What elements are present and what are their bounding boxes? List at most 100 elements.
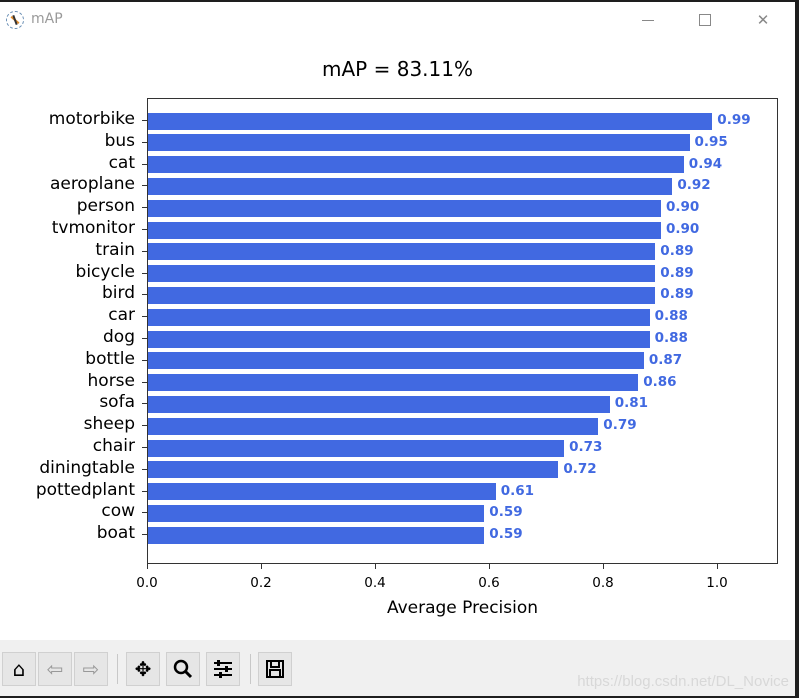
x-tick [147, 564, 148, 569]
bar [148, 243, 656, 261]
window-title: mAP [31, 11, 63, 27]
y-tick [142, 229, 147, 230]
x-tick-label: 1.0 [706, 575, 728, 591]
home-icon: ⌂ [12, 657, 26, 681]
toolbar-separator [117, 654, 118, 684]
bar-value-label: 0.90 [666, 199, 700, 216]
bar [148, 374, 639, 392]
watermark-text: https://blog.csdn.net/DL_Novice [577, 673, 789, 690]
bar-value-label: 0.59 [489, 504, 523, 521]
bar-value-label: 0.59 [489, 526, 523, 543]
sliders-icon [214, 660, 232, 678]
y-tick [142, 468, 147, 470]
x-axis-label: Average Precision [386, 598, 539, 618]
bar [148, 439, 565, 457]
bar [148, 395, 610, 413]
configure-subplots-button[interactable] [206, 652, 240, 686]
x-tick-label: 0.6 [478, 575, 500, 591]
y-tick-label: cat [108, 152, 135, 173]
bar-value-label: 0.99 [717, 112, 751, 128]
save-button[interactable] [258, 652, 292, 686]
bar [148, 134, 690, 152]
y-tick-label: pottedplant [35, 479, 135, 500]
bar [148, 526, 485, 544]
y-tick-label: dog [103, 327, 135, 347]
y-tick [142, 207, 147, 209]
maximize-button[interactable] [682, 6, 728, 34]
y-tick [142, 425, 147, 427]
bar [148, 112, 713, 130]
bar-value-label: 0.72 [563, 460, 597, 477]
bar [148, 265, 656, 283]
bar-value-label: 0.73 [569, 439, 603, 455]
y-tick-label: train [95, 239, 135, 260]
y-tick-label: chair [92, 436, 135, 456]
bar [148, 504, 485, 522]
bar [148, 483, 496, 501]
move-arrows-icon: ✥ [134, 657, 152, 681]
bar-value-label: 0.94 [688, 155, 723, 172]
y-tick-label: boat [96, 523, 135, 544]
y-tick-label: diningtable [39, 457, 135, 478]
bar-value-label: 0.86 [643, 373, 677, 390]
y-tick [142, 250, 147, 252]
minimize-button[interactable] [625, 6, 671, 34]
forward-button[interactable]: ⇨ [74, 652, 108, 686]
zoom-button[interactable] [166, 652, 200, 686]
home-button[interactable]: ⌂ [2, 652, 36, 686]
y-tick [142, 381, 147, 383]
plot-area: 0.99 0.95 0.94 0.92 0.90 0.90 0.89 0.89 0.89 0.88… [147, 98, 778, 564]
y-tick [142, 120, 147, 121]
bar [148, 417, 599, 435]
bar-value-label: 0.92 [677, 177, 711, 194]
x-tick-label: 0.0 [136, 575, 158, 591]
y-tick [142, 272, 147, 274]
figure-canvas[interactable]: mAP = 83.11% 0.99 0.95 0.94 0.92 0.90 0.90 0.8… [0, 38, 795, 640]
maximize-icon [699, 14, 711, 26]
back-button[interactable]: ⇦ [38, 652, 72, 686]
y-tick-label: car [108, 305, 135, 326]
y-tick-label: bus [104, 130, 135, 151]
y-tick [142, 359, 147, 361]
y-tick [142, 403, 147, 405]
x-tick-label: 0.2 [250, 575, 272, 591]
chart-title: mAP = 83.11% [322, 57, 473, 81]
pan-button[interactable]: ✥ [126, 652, 160, 686]
bar [148, 330, 650, 348]
bar [148, 352, 644, 370]
x-tick [717, 564, 718, 569]
bar-value-label: 0.95 [694, 133, 728, 150]
magnifier-icon [173, 659, 193, 679]
bar [148, 221, 661, 239]
y-tick-label: aeroplane [49, 174, 135, 195]
y-tick-label: sheep [83, 414, 135, 435]
x-tick [261, 564, 262, 569]
y-tick [142, 141, 147, 143]
matplotlib-logo-icon [6, 11, 24, 29]
bar [148, 177, 673, 195]
bar [148, 461, 559, 479]
bar-value-label: 0.89 [660, 286, 694, 303]
y-tick-label: sofa [99, 392, 135, 413]
bar-value-label: 0.79 [603, 417, 637, 434]
title-bar[interactable]: mAP ✕ [0, 2, 795, 38]
y-tick [142, 447, 147, 448]
navigation-toolbar: ⌂ ⇦ ⇨ ✥ https://blog.csdn.net/DL_Novice [0, 640, 795, 696]
y-tick [142, 294, 147, 296]
x-tick [603, 564, 604, 569]
x-tick [375, 564, 376, 569]
y-tick-label: bottle [85, 348, 135, 369]
y-tick [142, 185, 147, 187]
bar [148, 156, 684, 174]
y-tick-label: horse [87, 370, 135, 391]
bar-value-label: 0.88 [654, 308, 688, 325]
bar-value-label: 0.87 [648, 351, 683, 368]
toolbar-separator [250, 654, 251, 684]
y-tick [142, 534, 147, 536]
close-button[interactable]: ✕ [740, 6, 786, 34]
y-tick [142, 512, 147, 514]
y-tick-label: person [76, 196, 135, 217]
y-tick [142, 490, 147, 492]
bar-value-label: 0.88 [654, 330, 688, 346]
x-tick [489, 564, 490, 569]
